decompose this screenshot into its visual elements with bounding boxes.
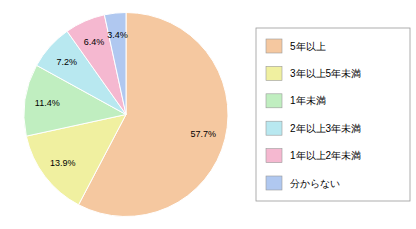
legend-label: 1年以上2年未満: [290, 150, 361, 161]
legend-item: 1年未満: [266, 94, 326, 108]
legend-item: 分からない: [266, 176, 340, 190]
legend: 5年以上 3年以上5年未満 1年未満 2年以上3年未満 1年以上2年未満分からない: [256, 28, 410, 201]
legend-swatch: [266, 121, 282, 135]
data-label: 3.4%: [107, 30, 128, 40]
data-label: 13.9%: [50, 158, 76, 168]
data-label: 7.2%: [56, 57, 77, 67]
legend-swatch: [266, 94, 282, 108]
legend-box: [256, 28, 410, 201]
legend-item: 1年以上2年未満: [266, 149, 361, 163]
chart-svg: 57.7% 13.9% 11.4% 7.2% 6.4%3.4% 5年以上 3年以上5年未満 1…: [0, 0, 416, 229]
data-label: 6.4%: [84, 37, 105, 47]
legend-swatch: [266, 176, 282, 190]
pie: 57.7% 13.9% 11.4% 7.2% 6.4%3.4%: [24, 13, 228, 217]
legend-swatch: [266, 66, 282, 80]
legend-label: 3年以上5年未満: [290, 68, 361, 79]
data-labels: 57.7% 13.9% 11.4% 7.2% 6.4%3.4%: [35, 30, 216, 167]
legend-item: 3年以上5年未満: [266, 66, 361, 80]
legend-item: 5年以上: [266, 39, 326, 53]
legend-label: 1年未満: [290, 95, 326, 106]
legend-swatch: [266, 39, 282, 53]
legend-item: 2年以上3年未満: [266, 121, 361, 135]
data-label: 11.4%: [35, 98, 60, 108]
chart-container: 57.7% 13.9% 11.4% 7.2% 6.4%3.4% 5年以上 3年以上5年未満 1…: [0, 0, 416, 229]
legend-swatch: [266, 149, 282, 163]
legend-label: 2年以上3年未満: [290, 123, 361, 134]
legend-label: 5年以上: [290, 41, 326, 52]
legend-label: 分からない: [290, 178, 340, 189]
slices: [24, 13, 228, 217]
data-label: 57.7%: [190, 129, 216, 139]
pie-slice: [104, 13, 126, 115]
